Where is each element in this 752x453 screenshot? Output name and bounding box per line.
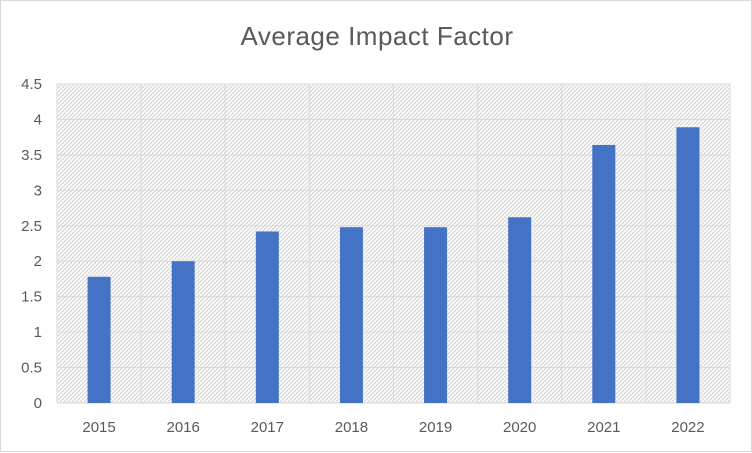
bar-2017 — [255, 231, 279, 403]
y-tick-label: 4.5 — [21, 76, 42, 93]
y-tick-label: 4 — [34, 111, 42, 128]
y-tick-label: 0.5 — [21, 360, 42, 377]
bar-2020 — [508, 217, 532, 403]
x-tick-label: 2022 — [671, 419, 704, 436]
y-tick-label: 3.5 — [21, 147, 42, 164]
x-tick-label: 2017 — [251, 419, 284, 436]
x-tick-label: 2019 — [419, 419, 452, 436]
bar-2018 — [339, 227, 363, 403]
x-tick-label: 2016 — [167, 419, 200, 436]
x-tick-label: 2018 — [335, 419, 368, 436]
bars — [87, 127, 700, 404]
bar-2019 — [424, 227, 448, 403]
x-axis-ticks: 2015 2016 2017 2018 2019 2020 2021 2022 — [82, 419, 704, 436]
y-tick-label: 1.5 — [21, 289, 42, 306]
y-tick-label: 3 — [34, 182, 42, 199]
y-tick-label: 1 — [34, 324, 42, 341]
x-tick-label: 2020 — [503, 419, 536, 436]
gridlines — [56, 83, 731, 404]
bar-2021 — [592, 144, 616, 403]
y-tick-label: 2.5 — [21, 218, 42, 235]
bar-2016 — [171, 261, 195, 403]
chart-title: Average Impact Factor — [240, 21, 514, 51]
bar-2022 — [676, 127, 700, 404]
y-tick-label: 0 — [34, 395, 42, 412]
x-tick-label: 2015 — [82, 419, 115, 436]
y-axis-ticks: 0 0.5 1 1.5 2 2.5 3 3.5 4 4.5 — [21, 76, 42, 412]
x-tick-label: 2021 — [587, 419, 620, 436]
bar-2015 — [87, 276, 111, 403]
y-tick-label: 2 — [34, 253, 42, 270]
